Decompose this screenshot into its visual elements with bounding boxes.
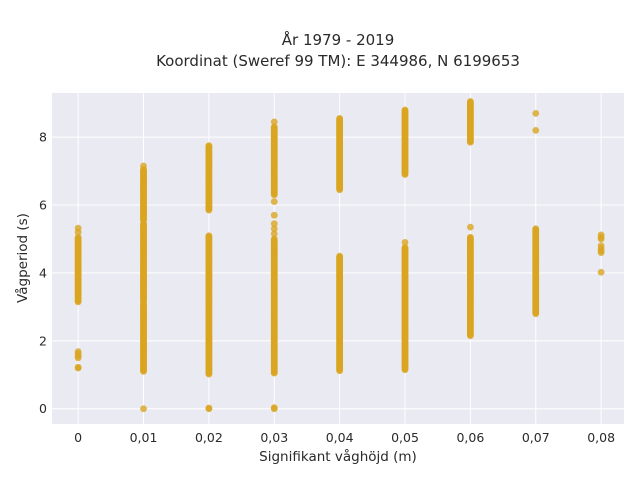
data-point	[205, 142, 213, 150]
data-point	[140, 405, 147, 413]
data-point	[401, 106, 409, 114]
x-axis-label: Signifikant våghöjd (m)	[259, 448, 417, 465]
data-point	[74, 348, 82, 356]
data-point	[466, 223, 474, 231]
y-tick-label: 8	[39, 130, 47, 145]
x-tick-label: 0,05	[391, 430, 419, 445]
data-point	[74, 363, 82, 371]
x-tick-label: 0,06	[456, 430, 484, 445]
y-tick-label: 6	[39, 198, 47, 213]
x-tick-label: 0,02	[195, 430, 223, 445]
data-point	[74, 233, 82, 241]
data-point	[205, 404, 213, 412]
chart-title-line1: År 1979 - 2019	[282, 30, 395, 49]
data-point	[270, 235, 278, 243]
data-point	[270, 225, 278, 233]
data-point	[466, 233, 474, 241]
x-tick-label: 0,03	[260, 430, 288, 445]
tick-labels: 0 0,01 0,02 0,03 0,04 0,05 0,06 0,07 0,08 0 2 4 6 8	[39, 130, 615, 445]
data-point	[401, 238, 409, 246]
data-point	[74, 224, 82, 232]
data-point	[597, 242, 605, 250]
data-point	[270, 118, 278, 126]
data-point	[270, 220, 278, 228]
data-point	[140, 298, 147, 306]
y-tick-label: 2	[39, 333, 47, 348]
data-point	[270, 211, 278, 219]
data-point	[336, 115, 344, 122]
x-tick-label: 0,07	[522, 430, 550, 445]
data-point	[401, 244, 409, 251]
data-point	[336, 252, 344, 260]
data-point	[270, 123, 278, 131]
chart-title-line2: Koordinat (Sweref 99 TM): E 344986, N 61…	[156, 52, 520, 70]
data-point	[597, 268, 605, 276]
data-point	[532, 225, 540, 233]
data-point	[532, 126, 540, 134]
y-tick-label: 4	[39, 265, 47, 280]
data-markers	[74, 98, 605, 413]
data-point	[270, 230, 278, 238]
data-point	[597, 231, 605, 239]
y-axis-label: Vågperiod (s)	[14, 213, 31, 303]
data-point	[205, 232, 213, 240]
data-point	[270, 404, 278, 412]
y-tick-label: 0	[39, 401, 47, 416]
data-point	[466, 98, 474, 105]
data-point	[140, 162, 147, 170]
data-point	[270, 198, 278, 206]
x-tick-label: 0,01	[130, 430, 158, 445]
x-tick-label: 0,08	[587, 430, 615, 445]
x-tick-label: 0,04	[326, 430, 354, 445]
data-point	[532, 109, 540, 117]
x-tick-label: 0	[74, 430, 82, 445]
